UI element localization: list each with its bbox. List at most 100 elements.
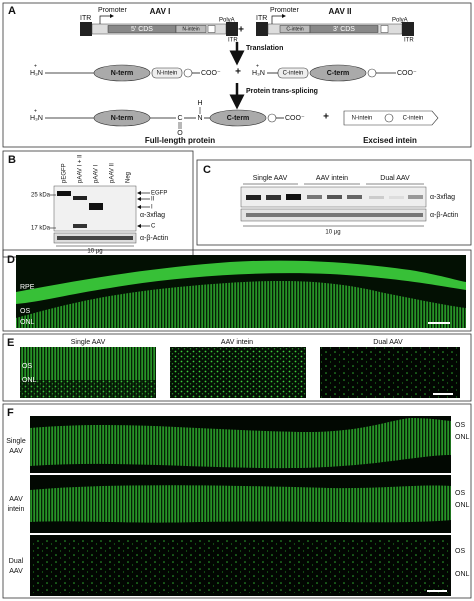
precursor-c: H₃N + C-intein C-term COO⁻ bbox=[252, 63, 417, 82]
plus-sign: + bbox=[238, 25, 244, 36]
charge: + bbox=[256, 63, 259, 69]
row-label: Single bbox=[6, 438, 26, 445]
panel-letter: A bbox=[8, 5, 16, 17]
charge: + bbox=[34, 63, 37, 69]
layer-label: ONL bbox=[455, 571, 470, 578]
row-label: intein bbox=[8, 506, 25, 513]
atom: H bbox=[197, 100, 202, 107]
antibody-label: α-β-Actin bbox=[140, 235, 168, 242]
band-label: EGFP bbox=[151, 191, 167, 197]
lane-label: pAAV I + II bbox=[78, 154, 84, 183]
polya-label: PolyA bbox=[392, 18, 408, 24]
tag bbox=[384, 113, 394, 123]
panel-letter: D bbox=[7, 254, 15, 266]
micrograph bbox=[320, 347, 460, 398]
itr-label: ITR bbox=[404, 38, 414, 44]
panel-a-frame bbox=[2, 2, 472, 148]
intein-label: N-intein bbox=[157, 71, 178, 77]
band bbox=[327, 195, 342, 199]
lane-label: pAAV I bbox=[94, 164, 100, 183]
band bbox=[73, 224, 87, 228]
polya-label: PolyA bbox=[219, 18, 235, 24]
row-label: AAV bbox=[9, 568, 23, 575]
os-layer bbox=[16, 280, 466, 328]
caption: Excised intein bbox=[363, 136, 417, 145]
band bbox=[347, 195, 362, 199]
amine: H₃N bbox=[252, 70, 265, 77]
carboxyl: COO⁻ bbox=[285, 115, 305, 122]
tag bbox=[267, 113, 277, 123]
layer-label: ONL bbox=[455, 434, 470, 441]
loading-label: 10 µg bbox=[87, 249, 102, 255]
band bbox=[57, 236, 133, 240]
itr-label: ITR bbox=[228, 38, 238, 44]
intein-label: N-intein bbox=[182, 26, 199, 32]
c-term-domain bbox=[209, 109, 267, 127]
group-label: Single AAV bbox=[253, 175, 288, 182]
row-label: AAV bbox=[9, 448, 23, 455]
band bbox=[389, 196, 404, 199]
band bbox=[89, 203, 103, 210]
panel-letter: E bbox=[7, 337, 14, 349]
intein-box bbox=[175, 25, 207, 33]
flag-box bbox=[380, 25, 389, 33]
layer-label: OS bbox=[455, 490, 465, 497]
image-title: Dual AAV bbox=[373, 339, 403, 346]
row-label: AAV bbox=[9, 496, 23, 503]
charge: + bbox=[34, 108, 37, 114]
itr-block bbox=[80, 22, 92, 36]
caption: Full-length protein bbox=[145, 136, 215, 145]
itr-block bbox=[256, 22, 268, 36]
flag-box bbox=[207, 25, 216, 33]
atom: N bbox=[197, 115, 202, 122]
row-label: Dual bbox=[9, 558, 24, 565]
step-label: Translation bbox=[246, 45, 283, 52]
band bbox=[57, 191, 71, 196]
rpe-layer bbox=[16, 260, 466, 304]
tag bbox=[183, 68, 193, 78]
carboxyl: COO⁻ bbox=[397, 70, 417, 77]
band bbox=[246, 195, 261, 200]
panel-c-frame bbox=[196, 159, 472, 246]
vector-name: AAV I bbox=[150, 7, 171, 16]
antibody-label: α-3xflag bbox=[430, 194, 455, 201]
band bbox=[369, 196, 384, 199]
domain-label: N-term bbox=[111, 115, 134, 122]
band bbox=[307, 195, 322, 199]
amine: H₃N bbox=[30, 115, 43, 122]
itr-block bbox=[226, 22, 238, 36]
vector-name: AAV II bbox=[329, 7, 352, 16]
scale-bar bbox=[427, 590, 447, 592]
itr-label: ITR bbox=[256, 15, 267, 22]
promoter-arrow bbox=[99, 13, 115, 24]
marker-label: 17 kDa bbox=[31, 226, 51, 232]
onl-layer bbox=[20, 380, 156, 398]
image-title: AAV intein bbox=[221, 339, 253, 346]
cds-box bbox=[309, 25, 379, 33]
layer-label: OS bbox=[22, 363, 32, 370]
excised-intein: N-intein C-intein Excised intein bbox=[343, 110, 439, 145]
promoter-label: Promoter bbox=[98, 7, 127, 14]
panel-letter: F bbox=[7, 407, 14, 419]
band bbox=[408, 195, 423, 199]
lane-label: pAAV II bbox=[110, 163, 116, 183]
n-term-domain bbox=[93, 64, 151, 82]
band bbox=[246, 213, 423, 217]
retina-section bbox=[30, 485, 451, 523]
intein-box bbox=[151, 67, 183, 79]
layer-label: RPE bbox=[20, 284, 35, 291]
lane-label: Neg bbox=[126, 172, 132, 183]
domain-label: C-term bbox=[327, 70, 350, 77]
plus-sign: + bbox=[235, 67, 241, 78]
step-label: Protein trans-splicing bbox=[246, 88, 318, 95]
antibody-label: α-3xflag bbox=[140, 212, 165, 219]
lane-label: pEGFP bbox=[62, 163, 68, 183]
promoter-arrow bbox=[271, 13, 287, 24]
itr-block bbox=[402, 22, 414, 36]
cds-label: 3' CDS bbox=[333, 26, 355, 33]
domain-label: C-term bbox=[227, 115, 250, 122]
band bbox=[286, 194, 301, 200]
intein-label: N-intein bbox=[352, 116, 373, 122]
bands bbox=[246, 194, 423, 200]
